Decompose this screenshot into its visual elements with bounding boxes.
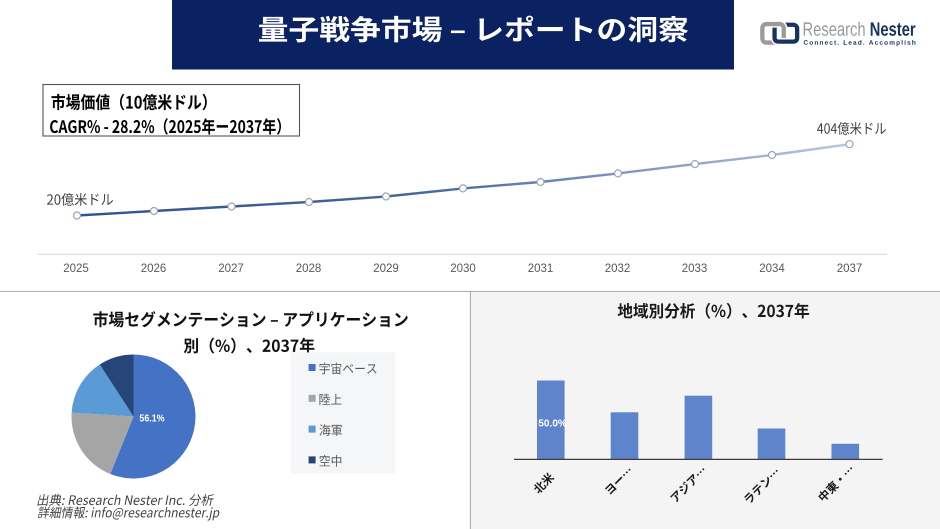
svg-text:2029: 2029 xyxy=(373,263,399,275)
svg-text:2034: 2034 xyxy=(759,263,785,275)
svg-text:2027: 2027 xyxy=(218,263,244,275)
svg-text:50.0%: 50.0% xyxy=(538,419,567,430)
svg-text:2026: 2026 xyxy=(141,263,167,275)
svg-text:2033: 2033 xyxy=(682,263,708,275)
svg-text:2032: 2032 xyxy=(605,263,631,275)
svg-text:56.1%: 56.1% xyxy=(139,413,165,425)
svg-text:2025: 2025 xyxy=(63,263,89,275)
svg-text:2028: 2028 xyxy=(296,263,322,275)
svg-text:2031: 2031 xyxy=(528,263,554,275)
svg-text:2037: 2037 xyxy=(837,263,863,275)
svg-text:2030: 2030 xyxy=(450,263,476,275)
